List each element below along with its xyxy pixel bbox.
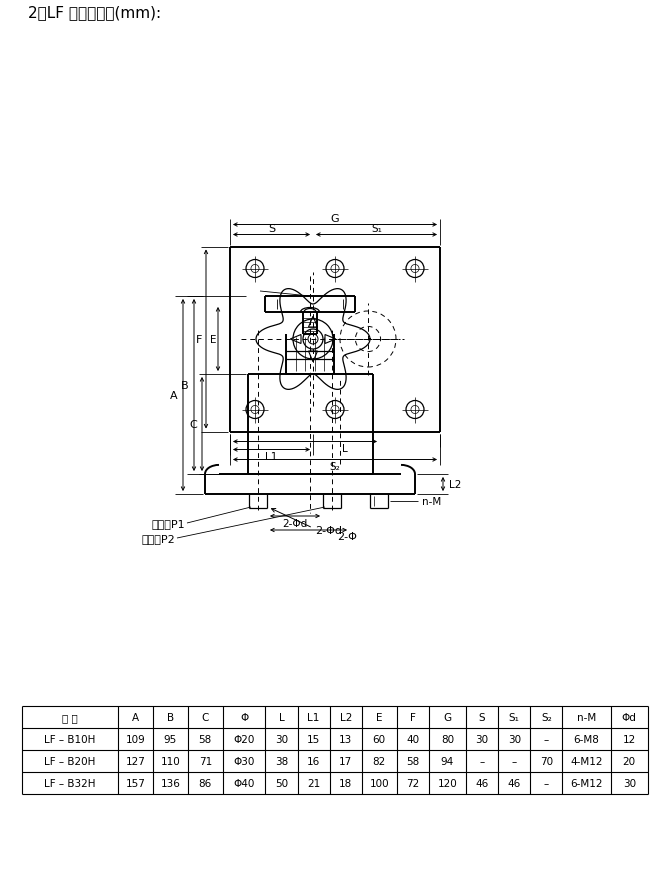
Text: S: S bbox=[479, 713, 486, 722]
Text: L: L bbox=[279, 713, 284, 722]
Text: 2-Φ: 2-Φ bbox=[337, 531, 357, 541]
Text: C: C bbox=[202, 713, 209, 722]
Text: –: – bbox=[544, 734, 549, 744]
Text: 30: 30 bbox=[476, 734, 488, 744]
Text: L1: L1 bbox=[308, 713, 320, 722]
Text: F: F bbox=[409, 713, 415, 722]
Text: L2: L2 bbox=[449, 480, 462, 489]
Text: 80: 80 bbox=[441, 734, 454, 744]
Text: 100: 100 bbox=[369, 778, 389, 788]
Text: 109: 109 bbox=[126, 734, 145, 744]
Text: 出油口P2: 出油口P2 bbox=[141, 534, 175, 543]
Text: L1: L1 bbox=[265, 452, 277, 462]
Text: 17: 17 bbox=[339, 756, 352, 766]
Text: 2-Φd: 2-Φd bbox=[315, 526, 342, 535]
Text: –: – bbox=[512, 756, 517, 766]
Text: E: E bbox=[210, 335, 216, 345]
Text: LF – B10H: LF – B10H bbox=[44, 734, 96, 744]
Text: –: – bbox=[544, 778, 549, 788]
Text: 15: 15 bbox=[307, 734, 320, 744]
Text: G: G bbox=[444, 713, 452, 722]
Text: 157: 157 bbox=[126, 778, 145, 788]
Text: 127: 127 bbox=[126, 756, 145, 766]
Text: 46: 46 bbox=[476, 778, 488, 788]
Text: n-M: n-M bbox=[422, 496, 442, 507]
Text: 58: 58 bbox=[406, 756, 419, 766]
Text: A: A bbox=[132, 713, 139, 722]
Text: 型 号: 型 号 bbox=[62, 713, 78, 722]
Text: 40: 40 bbox=[406, 734, 419, 744]
Text: 18: 18 bbox=[339, 778, 352, 788]
Text: 6-M8: 6-M8 bbox=[574, 734, 600, 744]
Text: L: L bbox=[342, 444, 348, 454]
Text: Φ30: Φ30 bbox=[233, 756, 255, 766]
Text: 20: 20 bbox=[622, 756, 636, 766]
Text: 110: 110 bbox=[161, 756, 180, 766]
Text: 50: 50 bbox=[275, 778, 288, 788]
Text: G: G bbox=[331, 213, 339, 223]
Text: 6-M12: 6-M12 bbox=[570, 778, 603, 788]
Text: L2: L2 bbox=[340, 713, 352, 722]
Text: 71: 71 bbox=[198, 756, 212, 766]
Text: 进油口P1: 进油口P1 bbox=[151, 519, 185, 528]
Text: 2-Φd: 2-Φd bbox=[282, 519, 308, 528]
Text: 82: 82 bbox=[373, 756, 386, 766]
Text: 13: 13 bbox=[339, 734, 352, 744]
Text: B: B bbox=[182, 381, 189, 390]
Text: 30: 30 bbox=[508, 734, 521, 744]
Text: Φ40: Φ40 bbox=[233, 778, 255, 788]
Text: 30: 30 bbox=[275, 734, 288, 744]
Text: 46: 46 bbox=[508, 778, 521, 788]
Text: Φd: Φd bbox=[622, 713, 636, 722]
Text: LF – B32H: LF – B32H bbox=[44, 778, 96, 788]
Text: n-M: n-M bbox=[577, 713, 596, 722]
Text: LF – B20H: LF – B20H bbox=[44, 756, 96, 766]
Text: E: E bbox=[376, 713, 383, 722]
Text: F: F bbox=[196, 335, 202, 345]
Text: S₁: S₁ bbox=[509, 713, 520, 722]
Text: 16: 16 bbox=[307, 756, 320, 766]
Text: 12: 12 bbox=[622, 734, 636, 744]
Text: 120: 120 bbox=[438, 778, 457, 788]
Text: 2、LF 型板式连接(mm):: 2、LF 型板式连接(mm): bbox=[28, 5, 161, 21]
Text: –: – bbox=[480, 756, 485, 766]
Text: S₂: S₂ bbox=[541, 713, 551, 722]
Text: 58: 58 bbox=[198, 734, 212, 744]
Text: 30: 30 bbox=[622, 778, 636, 788]
Text: 94: 94 bbox=[441, 756, 454, 766]
Text: 95: 95 bbox=[164, 734, 177, 744]
Text: 70: 70 bbox=[540, 756, 553, 766]
Text: 86: 86 bbox=[198, 778, 212, 788]
Text: 136: 136 bbox=[161, 778, 180, 788]
Text: 21: 21 bbox=[307, 778, 320, 788]
Text: S: S bbox=[268, 223, 275, 233]
Text: Φ20: Φ20 bbox=[233, 734, 255, 744]
Text: B: B bbox=[167, 713, 174, 722]
Text: 72: 72 bbox=[406, 778, 419, 788]
Text: 60: 60 bbox=[373, 734, 386, 744]
Text: A: A bbox=[170, 390, 178, 401]
Text: S₂: S₂ bbox=[330, 462, 340, 472]
Text: S₁: S₁ bbox=[371, 223, 382, 233]
Text: 4-M12: 4-M12 bbox=[570, 756, 603, 766]
Text: Φ: Φ bbox=[240, 713, 248, 722]
Text: 38: 38 bbox=[275, 756, 288, 766]
Text: C: C bbox=[189, 420, 197, 429]
